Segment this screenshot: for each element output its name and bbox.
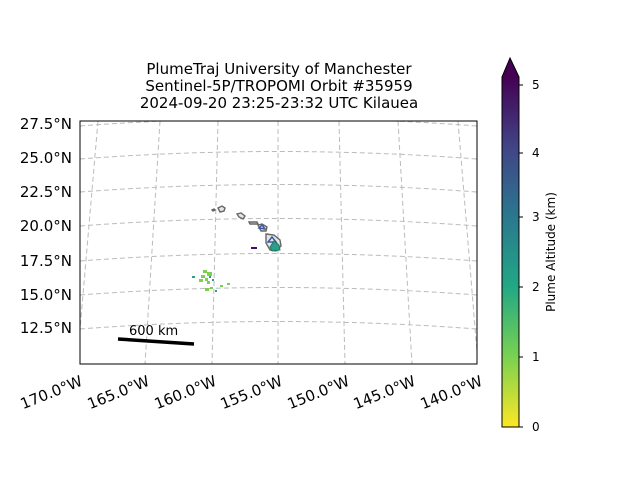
- plume-big-island-outline: [266, 235, 278, 243]
- map-title-line-1: PlumeTraj University of Manchester: [146, 60, 412, 78]
- colorbar-label: Plume Altitude (km): [544, 192, 558, 312]
- colorbar: [501, 56, 523, 428]
- island-niihau: [210, 208, 217, 212]
- colorbar-frame: [501, 56, 520, 428]
- colorbar-extend-arrow: [502, 58, 519, 77]
- map-title-line-3: 2024-09-20 23:25-23:32 UTC Kilauea: [139, 94, 419, 112]
- colorbar-tick-1: 1: [532, 350, 540, 364]
- map-title-line-2: Sentinel-5P/TROPOMI Orbit #35959: [145, 77, 413, 95]
- colorbar-tick-3: 3: [532, 210, 540, 224]
- lat-label-25: 25.0°N: [19, 149, 72, 167]
- grid-parallel-25: [80, 151, 477, 160]
- lat-label-15: 15.0°N: [19, 286, 72, 304]
- island-molokai: [247, 221, 260, 225]
- scale-bar-label: 600 km: [129, 324, 179, 339]
- grid-meridian-135: [457, 121, 477, 358]
- grid-parallel-20: [80, 218, 477, 227]
- plume-scatter-mid: [192, 276, 217, 292]
- colorbar-tick-0: 0: [532, 420, 540, 434]
- plume-detections: [192, 223, 281, 292]
- grid-parallel-12-5: [80, 321, 477, 330]
- grid-parallel-17-5: [80, 253, 477, 262]
- scale-bar: [117, 337, 195, 346]
- plume-big-island-lower: [269, 240, 281, 252]
- grid-meridian-140: [397, 121, 413, 364]
- grid-parallel-15: [80, 287, 477, 296]
- colorbar-ticks: [519, 84, 523, 428]
- grid-meridian-155: [211, 121, 219, 364]
- lat-label-20: 20.0°N: [19, 217, 72, 235]
- colorbar-tick-5: 5: [532, 78, 540, 92]
- map-frame: [79, 120, 478, 365]
- plume-maui-outline: [257, 223, 267, 231]
- map-panel: [79, 120, 478, 365]
- grid-meridian-145: [338, 121, 346, 364]
- grid-meridian-160: [144, 121, 161, 364]
- colorbar-gradient: [502, 77, 519, 427]
- colorbar-tick-4: 4: [532, 146, 540, 160]
- island-oahu: [235, 212, 246, 220]
- lat-label-27-5: 27.5°N: [19, 115, 72, 133]
- lat-label-22-5: 22.5°N: [19, 183, 72, 201]
- island-kauai: [217, 205, 226, 213]
- lat-label-17-5: 17.5°N: [19, 252, 72, 270]
- plume-scatter-south-west: [199, 270, 230, 291]
- grid-parallel-22-5: [80, 184, 477, 193]
- grid-parallel-27-5: [80, 121, 477, 127]
- colorbar-tick-2: 2: [532, 280, 540, 294]
- lat-label-12-5: 12.5°N: [19, 319, 72, 337]
